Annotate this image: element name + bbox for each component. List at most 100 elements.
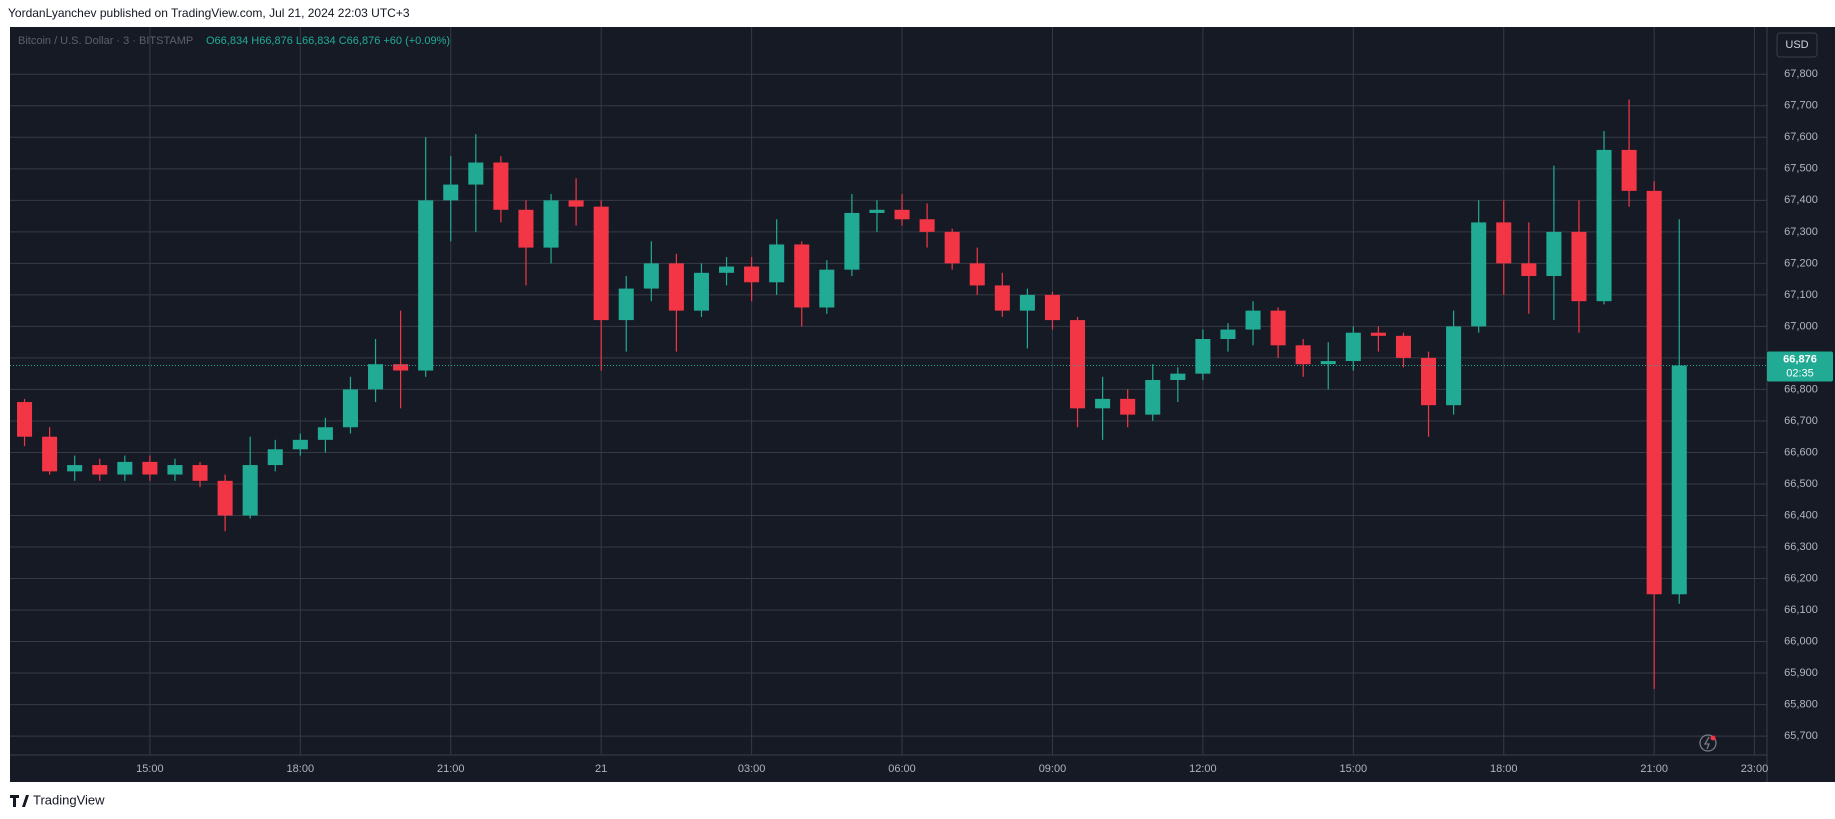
candle-body — [1496, 222, 1512, 264]
y-tick-label: 66,100 — [1784, 604, 1818, 616]
candle-body — [393, 364, 409, 371]
candle-body — [1270, 310, 1286, 346]
candle-body — [468, 162, 484, 185]
candle-body — [67, 465, 83, 472]
x-tick-label: 21:00 — [437, 763, 465, 775]
candle-body — [1345, 332, 1361, 362]
candle-body — [92, 465, 108, 475]
chart-background — [10, 27, 1835, 782]
candle-body — [944, 231, 960, 264]
logo-mark — [10, 795, 29, 807]
candle-body — [744, 266, 760, 283]
y-tick-label: 67,000 — [1784, 320, 1818, 332]
candle-body — [1370, 332, 1386, 336]
icon-dot[interactable] — [1710, 735, 1716, 741]
candle-body — [1095, 398, 1111, 409]
countdown-label: 02:35 — [1786, 367, 1814, 379]
candle-body — [1220, 329, 1236, 339]
candle-body — [142, 461, 158, 475]
candle-body — [267, 449, 283, 466]
candle-body — [317, 427, 333, 440]
candle-body — [493, 162, 509, 210]
candle-body — [1245, 310, 1261, 330]
y-tick-label: 67,300 — [1784, 226, 1818, 238]
currency-button[interactable] — [1776, 32, 1818, 58]
candle-body — [1571, 231, 1587, 302]
icon-bolt[interactable] — [1703, 736, 1710, 750]
x-tick-label: 12:00 — [1189, 763, 1217, 775]
candle-body — [1395, 335, 1411, 358]
candle-body — [668, 263, 684, 311]
x-tick-label: 21:00 — [1640, 763, 1668, 775]
candle-body — [1145, 379, 1161, 415]
y-tick-label: 67,100 — [1784, 289, 1818, 301]
y-tick-label: 65,900 — [1784, 667, 1818, 679]
y-tick-label: 66,500 — [1784, 478, 1818, 490]
candle-body — [418, 200, 434, 371]
footer-brand: TradingView — [33, 792, 105, 807]
candle-body — [368, 364, 384, 390]
candle-body — [618, 288, 634, 321]
candle-body — [1671, 365, 1687, 595]
y-tick-label: 65,800 — [1784, 698, 1818, 710]
candle-body — [1044, 294, 1060, 321]
candle-body — [719, 266, 735, 273]
y-tick-label: 65,700 — [1784, 730, 1818, 742]
candle-body — [543, 200, 559, 248]
candle-body — [1295, 345, 1311, 365]
y-tick-label: 66,600 — [1784, 446, 1818, 458]
y-tick-label: 67,500 — [1784, 163, 1818, 175]
candle-body — [242, 465, 258, 516]
candle-body — [969, 263, 985, 286]
y-tick-label: 67,800 — [1784, 68, 1818, 80]
y-tick-label: 66,000 — [1784, 635, 1818, 647]
candles — [17, 99, 1687, 689]
y-tick-label: 67,600 — [1784, 131, 1818, 143]
last-price-label: 66,876 — [1783, 353, 1817, 365]
lightning-icon[interactable] — [1699, 734, 1717, 752]
last-price-box — [1767, 351, 1833, 382]
x-tick-label: 21 — [595, 763, 607, 775]
y-tick-label: 66,800 — [1784, 383, 1818, 395]
labels: 65,700 65,800 65,900 66,000 66,100 66,200 66,3… — [10, 68, 1833, 775]
candle-body — [994, 285, 1010, 311]
candle-body — [217, 480, 233, 516]
candle-body — [42, 436, 58, 472]
x-tick-label: 15:00 — [1340, 763, 1368, 775]
candle-body — [794, 244, 810, 308]
candle-body — [1019, 294, 1035, 311]
candle-body — [593, 206, 609, 321]
icon-circle[interactable] — [1699, 734, 1717, 752]
y-tick-label: 67,200 — [1784, 257, 1818, 269]
candle-body — [1521, 263, 1537, 276]
candle-body — [1646, 190, 1662, 595]
x-tick-label: 18:00 — [1490, 763, 1518, 775]
y-tick-label: 66,400 — [1784, 509, 1818, 521]
x-tick-label: 18:00 — [287, 763, 315, 775]
candle-body — [1596, 149, 1612, 302]
footer-logo — [10, 795, 29, 807]
candle-body — [844, 212, 860, 270]
candle-body — [1546, 231, 1562, 276]
candle-body — [1320, 361, 1336, 365]
candle-body — [1195, 339, 1211, 374]
x-tick-label: 03:00 — [738, 763, 766, 775]
y-tick-label: 67,700 — [1784, 100, 1818, 112]
candle-body — [117, 461, 133, 475]
candle-body — [1471, 222, 1487, 327]
candle-body — [643, 263, 659, 289]
x-tick-label: 06:00 — [888, 763, 916, 775]
candle-body — [518, 209, 534, 248]
candle-body — [568, 200, 584, 207]
symbol-legend: Bitcoin / U.S. Dollar · 3 · BITSTAMP — [18, 35, 193, 47]
candle-body — [443, 184, 459, 201]
candle-body — [1170, 373, 1186, 380]
currency-label[interactable]: USD — [1785, 39, 1808, 51]
candle-body — [894, 209, 910, 220]
ohlc-legend: O66,834 H66,876 L66,834 C66,876 +60 (+0.… — [206, 35, 450, 47]
x-tick-label: 23:00 — [1741, 763, 1769, 775]
candle-body — [769, 244, 785, 283]
y-tick-label: 66,700 — [1784, 415, 1818, 427]
